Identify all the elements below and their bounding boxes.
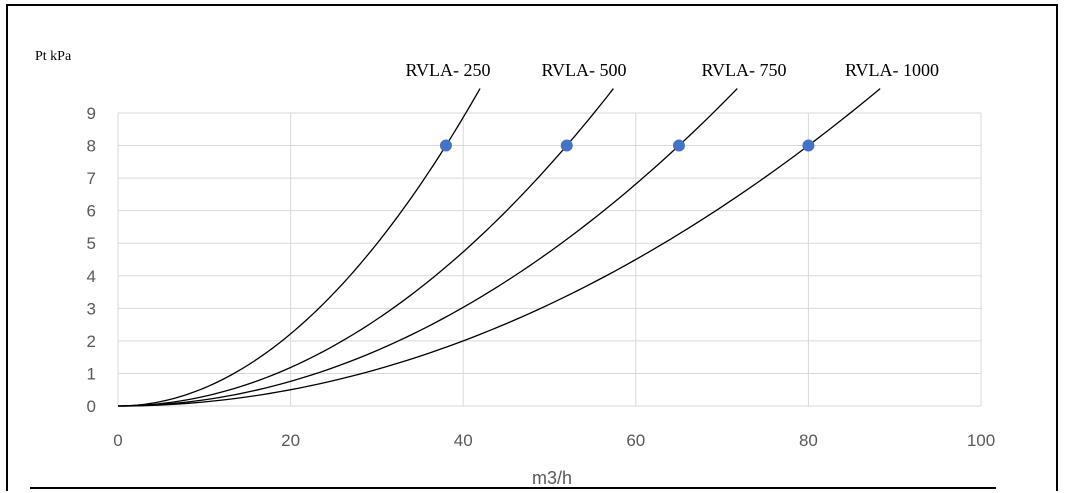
x-tick-label: 40 <box>454 431 473 450</box>
series-curve <box>117 88 614 407</box>
rated-point-marker <box>560 139 573 152</box>
rated-point-marker <box>802 139 815 152</box>
curves <box>117 88 881 407</box>
x-tick-label: 0 <box>113 431 122 450</box>
x-tick-label: 60 <box>626 431 645 450</box>
y-tick-label: 0 <box>87 397 96 416</box>
ticks: 0 1 2 3 4 5 6 7 8 9 0 20 40 60 80 100 <box>87 104 996 450</box>
rated-point-marker <box>672 139 685 152</box>
bottom-rule <box>30 487 996 489</box>
y-tick-label: 4 <box>87 267 96 286</box>
series-labels: RVLA- 250 RVLA- 500 RVLA- 750 RVLA- 1000 <box>405 60 939 80</box>
y-axis-title: Pt kPa <box>35 49 72 64</box>
x-axis-title: m3/h <box>532 468 572 488</box>
x-tick-label: 100 <box>967 431 995 450</box>
series-label: RVLA- 1000 <box>845 60 939 80</box>
y-tick-label: 1 <box>87 364 96 383</box>
y-tick-label: 3 <box>87 299 96 318</box>
series-label: RVLA- 250 <box>405 60 490 80</box>
y-tick-label: 5 <box>87 234 96 253</box>
x-tick-label: 80 <box>799 431 818 450</box>
rated-point-marker <box>439 139 452 152</box>
y-tick-label: 8 <box>87 137 96 156</box>
series-label: RVLA- 750 <box>701 60 786 80</box>
series-label: RVLA- 500 <box>541 60 626 80</box>
y-tick-label: 2 <box>87 332 96 351</box>
series-curve <box>117 88 481 407</box>
chart-frame <box>6 4 1058 491</box>
y-tick-label: 9 <box>87 104 96 123</box>
markers <box>439 139 815 152</box>
series-curve <box>117 88 881 407</box>
y-tick-label: 6 <box>87 202 96 221</box>
series-curve <box>117 88 738 407</box>
x-tick-label: 20 <box>281 431 300 450</box>
y-tick-label: 7 <box>87 169 96 188</box>
grid <box>117 112 982 407</box>
